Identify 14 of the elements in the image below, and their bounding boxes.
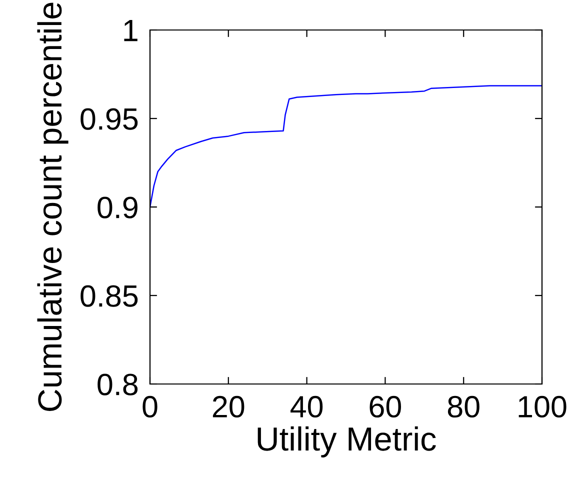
y-tick-label: 1 (124, 20, 138, 42)
y-tick-label: 0.85 (80, 285, 138, 307)
x-tick-label: 0 (142, 396, 158, 418)
x-tick-label: 60 (370, 396, 401, 418)
line-series (150, 85, 542, 208)
y-tick-label: 0.8 (98, 374, 138, 396)
x-tick-label: 20 (212, 396, 244, 418)
x-tick-label: 80 (448, 396, 480, 418)
y-tick-label: 0.95 (80, 108, 138, 130)
x-tick-label: 40 (290, 396, 323, 418)
x-axis-title: Utility Metric (258, 426, 436, 458)
x-tick-label: 100 (518, 396, 566, 418)
y-tick-label: 0.9 (98, 196, 138, 218)
y-axis-title: Cumulative count percentile (37, 2, 68, 411)
